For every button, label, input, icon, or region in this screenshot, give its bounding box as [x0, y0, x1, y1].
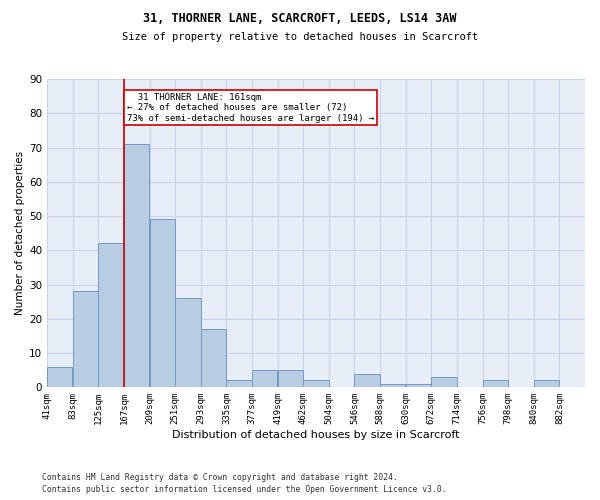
- Text: 31, THORNER LANE, SCARCROFT, LEEDS, LS14 3AW: 31, THORNER LANE, SCARCROFT, LEEDS, LS14…: [143, 12, 457, 26]
- Text: Contains HM Land Registry data © Crown copyright and database right 2024.: Contains HM Land Registry data © Crown c…: [42, 472, 398, 482]
- Bar: [380, 384, 406, 388]
- Bar: [73, 292, 98, 388]
- Y-axis label: Number of detached properties: Number of detached properties: [15, 151, 25, 315]
- Bar: [201, 329, 226, 388]
- Bar: [98, 244, 124, 388]
- Bar: [431, 377, 457, 388]
- Bar: [47, 367, 73, 388]
- Bar: [406, 384, 431, 388]
- Text: Contains public sector information licensed under the Open Government Licence v3: Contains public sector information licen…: [42, 485, 446, 494]
- Bar: [226, 380, 252, 388]
- Bar: [303, 380, 329, 388]
- Bar: [355, 374, 380, 388]
- Bar: [124, 144, 149, 388]
- Bar: [482, 380, 508, 388]
- Bar: [534, 380, 559, 388]
- Text: Size of property relative to detached houses in Scarcroft: Size of property relative to detached ho…: [122, 32, 478, 42]
- Bar: [149, 220, 175, 388]
- Bar: [252, 370, 277, 388]
- Bar: [175, 298, 200, 388]
- Bar: [278, 370, 303, 388]
- X-axis label: Distribution of detached houses by size in Scarcroft: Distribution of detached houses by size …: [172, 430, 460, 440]
- Text: 31 THORNER LANE: 161sqm
← 27% of detached houses are smaller (72)
73% of semi-de: 31 THORNER LANE: 161sqm ← 27% of detache…: [127, 92, 374, 122]
